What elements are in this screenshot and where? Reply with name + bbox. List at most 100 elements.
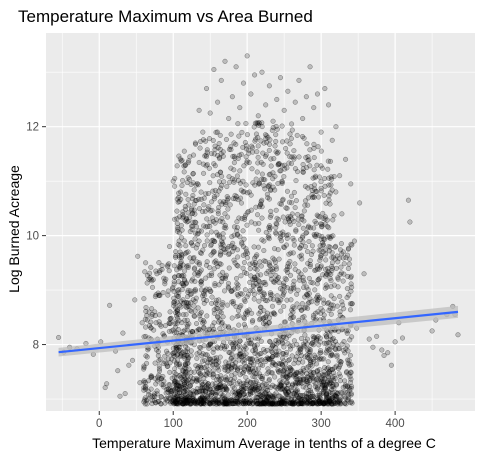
data-point [288, 372, 294, 378]
data-point [276, 400, 282, 407]
data-point [194, 181, 200, 187]
data-point [137, 380, 143, 386]
data-point [283, 365, 289, 372]
data-point [287, 343, 293, 349]
data-point [164, 363, 170, 369]
data-point [239, 387, 245, 393]
data-point [186, 176, 192, 182]
data-point [211, 196, 217, 202]
data-point [143, 324, 149, 330]
data-point [304, 371, 310, 377]
data-point [202, 371, 208, 378]
data-point [207, 110, 213, 116]
data-point [171, 298, 178, 305]
data-point [267, 338, 273, 344]
data-point [337, 309, 343, 315]
data-point [336, 365, 342, 372]
data-point [220, 242, 226, 248]
data-point [156, 260, 162, 266]
data-point [289, 154, 295, 160]
data-point [238, 200, 245, 206]
data-point [149, 397, 155, 403]
data-point [265, 384, 271, 390]
data-point [325, 373, 331, 379]
data-point [245, 208, 251, 215]
data-point [214, 301, 220, 307]
data-point [149, 311, 155, 317]
data-point [174, 308, 180, 314]
data-point [180, 262, 186, 268]
data-point [303, 391, 309, 397]
data-point [198, 287, 204, 293]
data-point [385, 350, 391, 356]
data-point [218, 310, 224, 316]
data-point [251, 261, 258, 267]
data-point [317, 356, 324, 362]
data-point [258, 138, 264, 144]
data-point [289, 400, 296, 406]
data-point [285, 392, 291, 398]
data-point [255, 160, 261, 166]
data-point [275, 274, 282, 281]
data-point [277, 378, 283, 384]
data-point [228, 365, 234, 371]
data-point [252, 382, 258, 389]
data-point [235, 365, 241, 371]
data-point [175, 226, 181, 232]
data-point [188, 348, 194, 354]
data-point [179, 281, 185, 287]
data-point [228, 340, 234, 346]
data-point [238, 364, 244, 370]
data-point [203, 368, 209, 374]
data-point [288, 286, 294, 292]
data-point [254, 387, 260, 393]
data-point [405, 197, 411, 203]
data-point [208, 392, 214, 398]
data-point [249, 385, 255, 391]
data-point [262, 186, 268, 192]
data-point [200, 137, 206, 143]
data-point [317, 400, 323, 406]
x-axis-ticks: 0 100 200 300 400 [96, 411, 405, 430]
data-point [320, 242, 326, 248]
data-point [276, 300, 282, 306]
data-point [194, 351, 200, 357]
data-point [209, 399, 215, 405]
data-point [299, 213, 305, 220]
data-point [300, 384, 306, 390]
data-point [294, 376, 300, 383]
data-point [163, 276, 169, 282]
data-point [255, 113, 261, 119]
data-point [181, 148, 187, 154]
data-point [284, 386, 290, 392]
data-point [268, 272, 274, 279]
data-point [234, 280, 240, 287]
data-point [210, 250, 216, 256]
data-point [176, 372, 182, 379]
data-point [284, 285, 290, 291]
data-point [313, 377, 319, 383]
data-point [323, 350, 329, 356]
data-point [196, 377, 202, 383]
data-point [287, 221, 293, 227]
data-point [289, 127, 295, 133]
data-point [190, 223, 196, 229]
data-point [222, 275, 228, 282]
data-point [249, 401, 255, 407]
data-point [174, 320, 180, 326]
data-point [205, 343, 212, 349]
data-point [379, 347, 385, 353]
data-point [293, 381, 299, 387]
data-point [246, 160, 252, 166]
data-point [204, 238, 210, 244]
data-point [300, 375, 306, 381]
data-point [193, 197, 200, 204]
data-point [285, 357, 291, 364]
data-point [267, 214, 273, 220]
data-point [269, 400, 275, 406]
data-point [172, 366, 178, 372]
data-point [242, 401, 248, 407]
data-point [327, 367, 333, 373]
data-point [176, 386, 183, 392]
data-point [237, 351, 243, 357]
